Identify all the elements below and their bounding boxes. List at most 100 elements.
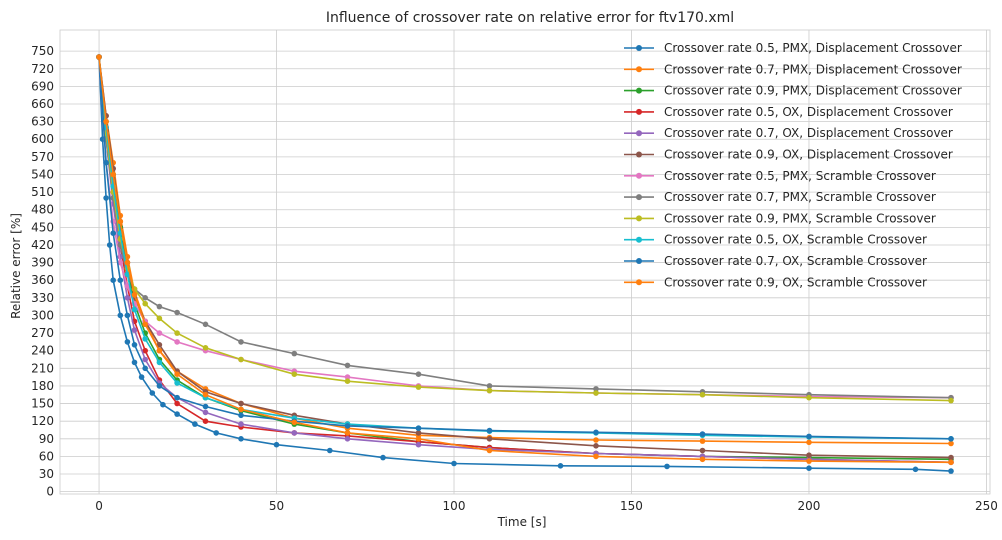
data-point [192, 421, 198, 427]
data-point [948, 468, 954, 474]
legend: Crossover rate 0.5, PMX, Displacement Cr… [624, 41, 962, 289]
y-tick-label: 750 [31, 44, 54, 58]
y-tick-label: 690 [31, 79, 54, 93]
data-point [806, 458, 812, 464]
legend-marker [636, 258, 642, 264]
legend-label: Crossover rate 0.5, PMX, Displacement Cr… [664, 41, 962, 55]
data-point [273, 441, 280, 448]
legend-label: Crossover rate 0.5, PMX, Scramble Crosso… [664, 169, 936, 183]
data-point [174, 411, 180, 417]
data-point [593, 443, 599, 449]
series-lines [96, 54, 954, 474]
data-point [117, 259, 124, 266]
x-tick-label: 100 [443, 499, 466, 513]
data-point [117, 277, 124, 284]
legend-entry: Crossover rate 0.9, PMX, Scramble Crosso… [624, 211, 936, 225]
data-point [202, 345, 209, 351]
data-point [174, 394, 180, 401]
legend-entry: Crossover rate 0.7, PMX, Displacement Cr… [624, 62, 962, 76]
data-point [174, 309, 180, 316]
data-point [174, 380, 180, 386]
data-point [202, 418, 209, 425]
data-point [156, 347, 163, 354]
legend-marker [636, 87, 642, 94]
legend-label: Crossover rate 0.9, PMX, Scramble Crosso… [664, 211, 936, 225]
data-point [344, 430, 351, 436]
y-tick-label: 510 [31, 185, 54, 199]
series-1 [96, 54, 954, 474]
data-point [149, 390, 156, 396]
data-point [806, 433, 812, 440]
data-point [486, 447, 493, 454]
data-point [451, 460, 457, 467]
data-point [124, 295, 131, 301]
data-point [699, 456, 706, 463]
data-point [238, 339, 244, 345]
data-point [202, 321, 209, 328]
data-point [238, 406, 244, 413]
y-tick-label: 600 [31, 132, 54, 146]
data-point [142, 336, 148, 342]
data-point [142, 300, 148, 307]
data-point [156, 330, 163, 336]
data-point [131, 359, 138, 366]
data-point [415, 384, 422, 390]
chart-title: Influence of crossover rate on relative … [326, 10, 734, 26]
data-point [174, 371, 180, 378]
data-point [593, 453, 599, 460]
y-tick-label: 120 [31, 414, 54, 428]
data-point [174, 339, 180, 345]
y-tick-label: 540 [31, 167, 54, 181]
data-point [948, 440, 954, 447]
y-axis-title: Relative error [%] [9, 213, 23, 319]
data-point [124, 339, 131, 345]
legend-label: Crossover rate 0.7, OX, Displacement Cro… [664, 126, 953, 140]
legend-marker [636, 236, 642, 243]
data-point [344, 374, 351, 380]
data-point [142, 365, 148, 372]
legend-label: Crossover rate 0.5, OX, Displacement Cro… [664, 105, 953, 119]
data-point [344, 423, 351, 429]
data-point [238, 436, 244, 442]
y-tick-label: 180 [31, 379, 54, 393]
data-point [593, 429, 599, 436]
x-tick-label: 200 [798, 499, 821, 513]
data-point [344, 436, 351, 442]
data-point [806, 465, 812, 472]
legend-marker [636, 172, 642, 179]
legend-entry: Crossover rate 0.5, PMX, Scramble Crosso… [624, 169, 936, 183]
data-point [291, 430, 298, 436]
y-tick-label: 0 [46, 485, 54, 499]
data-point [110, 230, 116, 236]
data-point [486, 436, 493, 442]
y-tick-label: 210 [31, 361, 54, 375]
plot-frame [59, 29, 991, 495]
data-point [593, 437, 599, 443]
data-point [415, 425, 422, 432]
legend-marker [636, 279, 642, 286]
data-point [291, 350, 298, 357]
data-point [156, 383, 163, 389]
legend-entry: Crossover rate 0.9, OX, Scramble Crossov… [624, 275, 927, 289]
data-point [699, 438, 706, 444]
data-point [174, 400, 180, 407]
data-point [117, 218, 124, 225]
data-point [238, 400, 244, 407]
legend-entry: Crossover rate 0.7, OX, Scramble Crossov… [624, 254, 927, 268]
x-tick-label: 250 [975, 499, 998, 513]
data-point [110, 277, 116, 284]
data-point [103, 159, 109, 166]
y-tick-label: 330 [31, 291, 54, 305]
data-point [806, 439, 812, 446]
data-point [202, 409, 209, 416]
y-tick-label: 480 [31, 203, 54, 217]
data-point [174, 330, 180, 336]
legend-marker [636, 66, 642, 73]
y-tick-label: 30 [39, 467, 54, 481]
data-point [699, 431, 706, 437]
series-line [98, 56, 952, 472]
y-tick-label: 270 [31, 326, 54, 340]
data-point [806, 452, 812, 459]
y-tick-label: 570 [31, 150, 54, 164]
data-point [593, 386, 599, 392]
